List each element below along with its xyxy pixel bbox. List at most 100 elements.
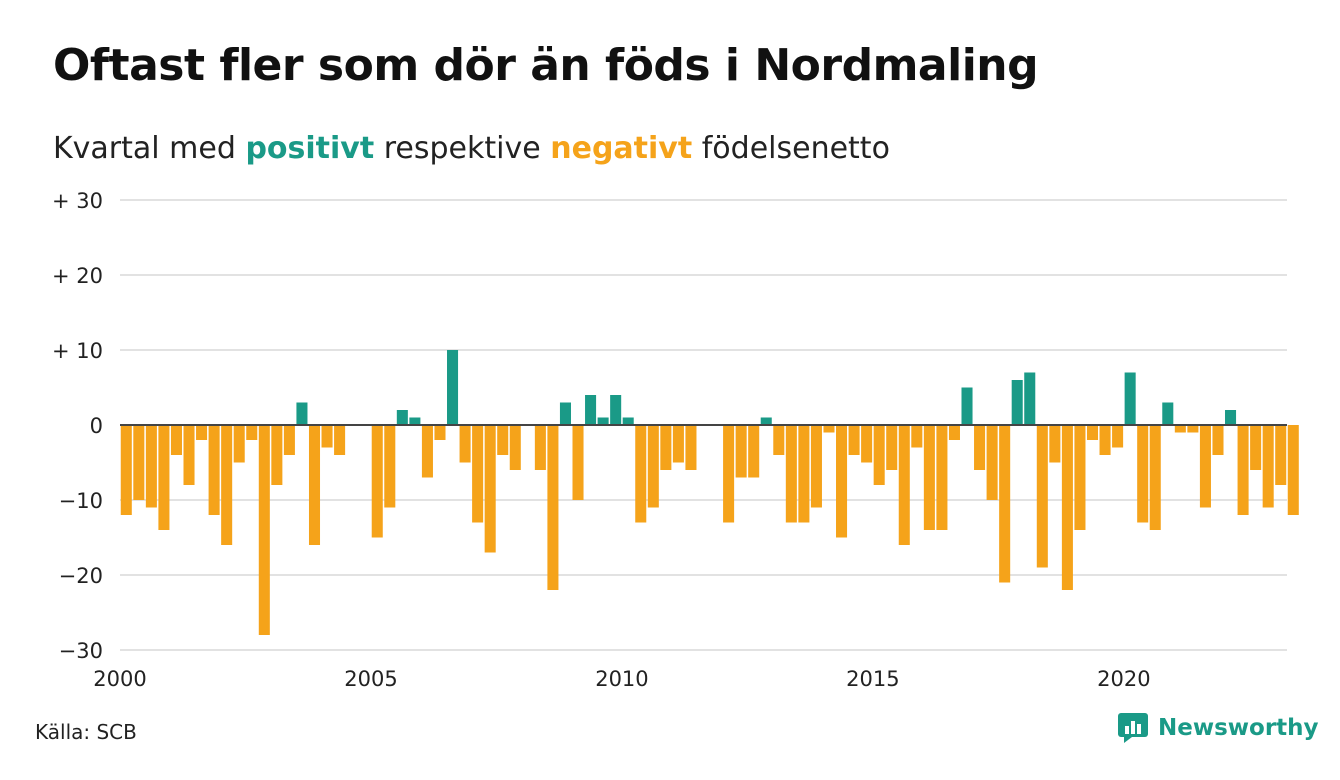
- bar-negative: [785, 425, 797, 523]
- bar-negative: [170, 425, 182, 455]
- bar-negative: [196, 425, 208, 440]
- bar-negative: [999, 425, 1011, 583]
- bar-negative: [1036, 425, 1048, 568]
- bar-negative: [773, 425, 785, 455]
- bar-positive: [409, 417, 421, 425]
- bar-negative: [1250, 425, 1262, 470]
- bar-negative: [497, 425, 509, 455]
- bar-negative: [1262, 425, 1274, 508]
- bar-positive: [1011, 380, 1023, 425]
- y-tick-label: + 30: [52, 189, 103, 213]
- subtitle-negative-label: negativt: [550, 131, 693, 166]
- bar-negative: [986, 425, 998, 500]
- x-tick-label: 2015: [846, 667, 899, 691]
- y-tick-label: + 20: [52, 264, 103, 288]
- bar-negative: [735, 425, 747, 478]
- bar-positive: [1162, 402, 1174, 425]
- bar-negative: [246, 425, 258, 440]
- y-tick-label: 0: [90, 414, 103, 438]
- bar-negative: [1287, 425, 1299, 515]
- bar-negative: [283, 425, 295, 455]
- bars: [120, 350, 1299, 635]
- bar-negative: [848, 425, 860, 455]
- bar-negative: [660, 425, 672, 470]
- bar-negative: [685, 425, 697, 470]
- y-tick-label: + 10: [52, 339, 103, 363]
- bar-negative: [572, 425, 584, 500]
- bar-positive: [597, 417, 609, 425]
- bar-negative: [1061, 425, 1073, 590]
- bar-negative: [1112, 425, 1124, 448]
- bar-negative: [647, 425, 659, 508]
- x-tick-label: 2000: [93, 667, 146, 691]
- bar-negative: [873, 425, 885, 485]
- bar-negative: [898, 425, 910, 545]
- bar-negative: [836, 425, 848, 538]
- bar-negative: [183, 425, 195, 485]
- bar-positive: [622, 417, 634, 425]
- bar-negative: [1237, 425, 1249, 515]
- bar-negative: [948, 425, 960, 440]
- bar-positive: [961, 387, 973, 425]
- bar-negative: [258, 425, 270, 635]
- source-note: Källa: SCB: [35, 720, 137, 744]
- axes: + 30 + 20 + 10 0 −10 −20 −30 2000 2005 2010 2015 20…: [52, 189, 1287, 691]
- bar-negative: [1149, 425, 1161, 530]
- bar-positive: [447, 350, 459, 425]
- bar-negative: [208, 425, 220, 515]
- bar-chart-logo-icon: [1118, 713, 1148, 743]
- brand-name: Newsworthy: [1158, 715, 1319, 741]
- bar-negative: [158, 425, 170, 530]
- bar-positive: [1225, 410, 1237, 425]
- bar-positive: [585, 395, 597, 425]
- bar-negative: [810, 425, 822, 508]
- bar-negative: [1275, 425, 1287, 485]
- bar-negative: [308, 425, 321, 545]
- bar-positive: [1124, 372, 1136, 425]
- bar-negative: [472, 425, 484, 523]
- bar-negative: [1199, 425, 1211, 508]
- bar-negative: [1074, 425, 1086, 530]
- bar-negative: [974, 425, 986, 470]
- bar-negative: [1049, 425, 1061, 463]
- bar-positive: [610, 395, 622, 425]
- bar-positive: [760, 417, 772, 425]
- bar-negative: [635, 425, 647, 523]
- bar-negative: [371, 425, 383, 538]
- bar-negative: [911, 425, 923, 448]
- bar-negative: [1212, 425, 1224, 455]
- bar-negative: [271, 425, 283, 485]
- brand-logo: Newsworthy: [1118, 713, 1319, 743]
- bar-negative: [421, 425, 433, 478]
- bar-negative: [120, 425, 132, 515]
- bar-negative: [1174, 425, 1186, 433]
- bar-positive: [396, 410, 408, 425]
- subtitle-positive-label: positivt: [245, 131, 375, 166]
- bar-negative: [1086, 425, 1099, 440]
- bar-negative: [886, 425, 898, 470]
- bar-positive: [559, 402, 571, 425]
- bar-negative: [823, 425, 835, 433]
- bar-negative: [384, 425, 396, 508]
- y-tick-label: −20: [59, 564, 103, 588]
- bar-negative: [534, 425, 546, 470]
- bar-positive: [296, 402, 308, 425]
- bar-negative: [1137, 425, 1149, 523]
- x-tick-label: 2020: [1097, 667, 1150, 691]
- bar-negative: [484, 425, 496, 553]
- bar-negative: [936, 425, 948, 530]
- subtitle-suffix: födelsenetto: [701, 131, 890, 166]
- y-tick-label: −10: [59, 489, 103, 513]
- subtitle-middle: respektive: [383, 131, 541, 166]
- bar-negative: [748, 425, 760, 478]
- bar-negative: [1099, 425, 1111, 455]
- chart-subtitle: Kvartal med positivt respektive negativt…: [53, 131, 890, 166]
- bar-negative: [334, 425, 346, 455]
- bar-negative: [321, 425, 333, 448]
- bar-negative: [1187, 425, 1199, 433]
- bar-negative: [509, 425, 521, 470]
- bar-negative: [233, 425, 245, 463]
- chart-title: Oftast fler som dör än föds i Nordmaling: [53, 40, 1039, 91]
- bar-negative: [923, 425, 935, 530]
